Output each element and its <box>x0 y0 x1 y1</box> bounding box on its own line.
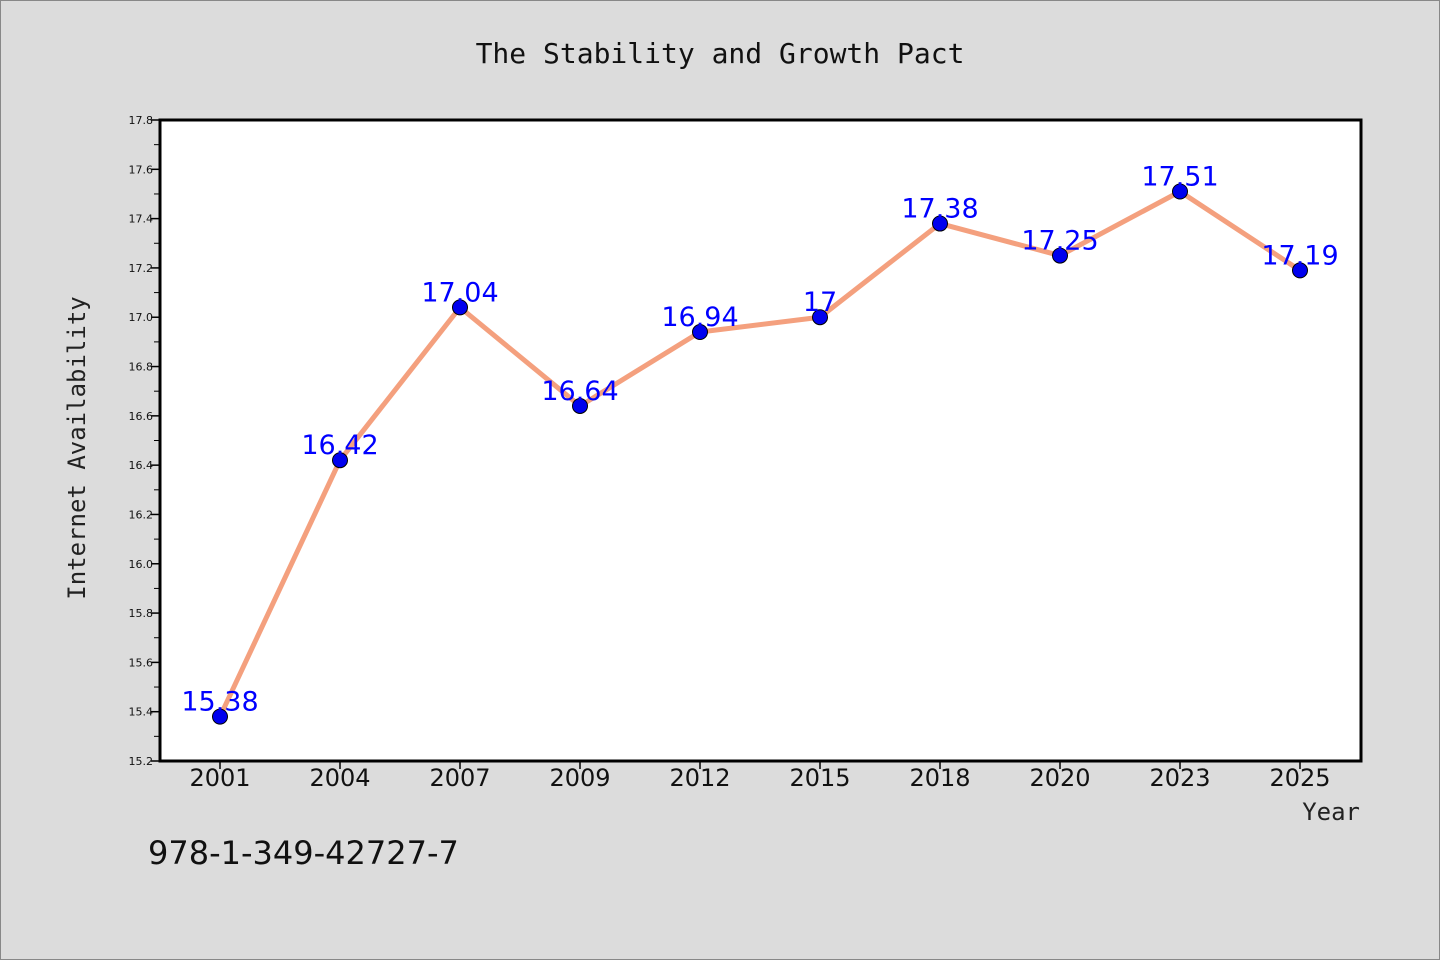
isbn-annotation: 978-1-349-42727-7 <box>148 834 459 872</box>
data-point-label: 16.64 <box>541 376 618 407</box>
data-point-label: 16.94 <box>661 302 738 333</box>
x-axis-ticks: 2001 2004 2007 2009 2012 2015 2018 2020 2023 2025 <box>189 761 1331 792</box>
x-tick-label: 2004 <box>309 764 370 792</box>
data-point-label: 17 <box>803 287 837 318</box>
y-tick-label: 17.6 <box>129 163 154 176</box>
x-tick-label: 2001 <box>189 764 250 792</box>
y-tick-label: 17.4 <box>129 213 154 226</box>
plot-area <box>158 118 1363 763</box>
data-point-marker <box>212 708 228 725</box>
data-point-label: 17.25 <box>1021 226 1098 257</box>
series-line <box>217 188 1303 720</box>
data-labels: 15.38 16.42 17.04 16.64 16.94 17 17.38 17.25 17.… <box>181 161 1338 717</box>
data-point-label: 15.38 <box>181 687 258 718</box>
y-tick-label: 15.6 <box>129 656 154 669</box>
y-tick-label: 16.6 <box>129 410 154 423</box>
chart-title: The Stability and Growth Pact <box>476 37 965 70</box>
data-point-marker <box>692 324 708 341</box>
y-axis-ticks: 15.2 15.4 15.6 15.8 16.0 16.2 16.4 16.6 16.8 17.0… <box>129 114 160 768</box>
x-axis-label: Year <box>1302 798 1360 826</box>
data-markers <box>212 183 1308 725</box>
y-tick-label: 15.2 <box>129 755 154 768</box>
x-tick-label: 2018 <box>909 764 970 792</box>
data-point-label: 17.51 <box>1141 161 1218 192</box>
x-tick-label: 2015 <box>789 764 850 792</box>
y-tick-label: 17.2 <box>129 262 154 275</box>
data-point-marker <box>812 309 828 326</box>
y-tick-label: 16.0 <box>129 558 154 571</box>
y-tick-label: 15.8 <box>129 607 154 620</box>
x-tick-label: 2009 <box>549 764 610 792</box>
data-point-marker <box>1172 183 1188 200</box>
x-tick-label: 2023 <box>1149 764 1210 792</box>
x-tick-label: 2025 <box>1269 764 1330 792</box>
data-point-marker <box>572 397 588 414</box>
y-tick-label: 17.0 <box>129 311 154 324</box>
y-tick-label: 15.4 <box>129 706 154 719</box>
y-tick-label: 16.8 <box>129 361 154 374</box>
data-point-marker <box>332 452 348 469</box>
y-tick-label: 17.8 <box>129 114 154 127</box>
data-point-label: 17.19 <box>1261 240 1338 271</box>
y-tick-label: 16.4 <box>129 459 154 472</box>
data-point-label: 17.38 <box>901 194 978 225</box>
data-point-marker <box>932 215 948 232</box>
y-tick-label: 16.2 <box>129 508 154 521</box>
data-point-marker <box>452 299 468 316</box>
x-tick-label: 2012 <box>669 764 730 792</box>
x-tick-label: 2020 <box>1029 764 1090 792</box>
data-point-label: 16.42 <box>301 430 378 461</box>
data-point-label: 17.04 <box>421 277 498 308</box>
data-point-marker <box>1292 262 1308 279</box>
x-tick-label: 2007 <box>429 764 490 792</box>
data-point-marker <box>1052 247 1068 264</box>
y-axis-label: Internet Availability <box>63 296 91 599</box>
